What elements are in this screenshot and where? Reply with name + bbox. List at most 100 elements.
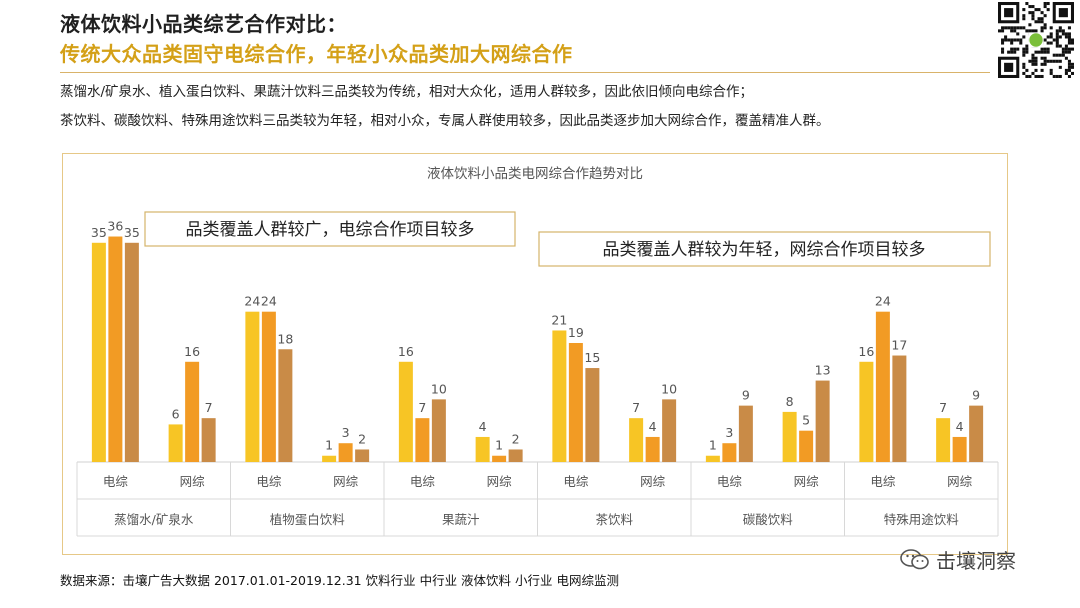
description-line-1: 蒸馏水/矿泉水、植入蛋白饮料、果蔬汁饮料三品类较为传统，相对大众化，适用人群较多… xyxy=(60,84,754,100)
bar-value-label: 16 xyxy=(184,344,200,359)
bar xyxy=(892,355,907,462)
bar xyxy=(662,399,677,462)
bar-value-label: 19 xyxy=(568,325,584,340)
annotation-box-2 xyxy=(538,231,991,267)
bar-value-label: 7 xyxy=(418,400,426,415)
bar-value-label: 4 xyxy=(649,419,657,434)
subcategory-tick-label: 网综 xyxy=(640,474,666,489)
bar-value-label: 3 xyxy=(342,425,350,440)
subcategory-tick-label: 网综 xyxy=(947,474,973,489)
bar-value-label: 21 xyxy=(551,312,567,327)
bar xyxy=(124,242,139,462)
bar xyxy=(859,361,874,462)
bar xyxy=(738,405,753,462)
bar xyxy=(629,418,644,462)
bar xyxy=(782,411,797,462)
subcategory-tick-label: 网综 xyxy=(180,474,206,489)
title-divider xyxy=(60,72,990,73)
bar xyxy=(168,424,183,462)
bar-value-label: 24 xyxy=(875,294,891,309)
bar xyxy=(185,361,200,462)
bar-value-label: 4 xyxy=(956,419,964,434)
subcategory-tick-label: 网综 xyxy=(794,474,820,489)
bar-value-label: 2 xyxy=(358,431,366,446)
chart-title: 液体饮料小品类电网综合作趋势对比 xyxy=(427,166,643,182)
bar-value-label: 7 xyxy=(205,400,213,415)
bar-value-label: 13 xyxy=(815,363,831,378)
bar xyxy=(568,343,583,462)
qr-code-icon xyxy=(998,2,1074,78)
annotation-box-1 xyxy=(144,211,516,247)
subcategory-tick-label: 电综 xyxy=(410,474,436,489)
bar-value-label: 1 xyxy=(495,438,503,453)
bar-value-label: 9 xyxy=(972,388,980,403)
wechat-icon xyxy=(900,548,930,571)
bar-value-label: 18 xyxy=(277,331,293,346)
chart-panel: 液体饮料小品类电网综合作趋势对比 35 36 35 电综 6 16 7 网综 蒸馏水/矿泉水 24 2… xyxy=(62,153,1008,555)
bar-value-label: 3 xyxy=(725,425,733,440)
bar xyxy=(355,449,370,462)
subcategory-tick-label: 电综 xyxy=(563,474,589,489)
bar-value-label: 6 xyxy=(172,406,180,421)
bar xyxy=(585,368,600,462)
bar xyxy=(201,418,216,462)
bar xyxy=(815,380,830,462)
bar xyxy=(552,330,567,462)
bar xyxy=(398,361,413,462)
bar-value-label: 24 xyxy=(261,294,277,309)
brand-signature: 击壤洞察 xyxy=(900,545,1016,574)
bar-value-label: 1 xyxy=(325,438,333,453)
subcategory-tick-label: 网综 xyxy=(333,474,359,489)
bar xyxy=(278,349,293,462)
bar xyxy=(508,449,523,462)
brand-name: 击壤洞察 xyxy=(936,549,1016,573)
bar-value-label: 16 xyxy=(858,344,874,359)
bar xyxy=(492,455,507,462)
bar-value-label: 1 xyxy=(709,438,717,453)
annotation-text-2: 品类覆盖人群较为年轻，网综合作项目较多 xyxy=(603,240,926,260)
category-tick-label: 蒸馏水/矿泉水 xyxy=(114,512,194,527)
bar xyxy=(415,418,430,462)
bar xyxy=(722,443,737,462)
description-line-2: 茶饮料、碳酸饮料、特殊用途饮料三品类较为年轻，相对小众，专属人群使用较多，因此品… xyxy=(60,113,830,129)
bar-value-label: 7 xyxy=(632,400,640,415)
bar xyxy=(799,430,814,462)
bar-value-label: 10 xyxy=(661,381,677,396)
subcategory-tick-label: 电综 xyxy=(870,474,896,489)
bar xyxy=(705,455,720,462)
subcategory-tick-label: 网综 xyxy=(487,474,513,489)
bar xyxy=(91,242,106,462)
bar-value-label: 8 xyxy=(786,394,794,409)
category-tick-label: 碳酸饮料 xyxy=(743,512,794,527)
subcategory-tick-label: 电综 xyxy=(103,474,129,489)
category-tick-label: 植物蛋白饮料 xyxy=(270,512,346,527)
bar-value-label: 36 xyxy=(107,219,123,234)
bar xyxy=(108,236,123,462)
category-tick-label: 茶饮料 xyxy=(595,512,633,527)
bar xyxy=(322,455,337,462)
bar-value-label: 35 xyxy=(91,225,107,240)
bar xyxy=(475,436,490,462)
bar-value-label: 17 xyxy=(891,338,907,353)
bar xyxy=(952,436,967,462)
category-tick-label: 果蔬汁 xyxy=(442,512,480,527)
annotation-text-1: 品类覆盖人群较广，电综合作项目较多 xyxy=(186,220,475,240)
bar-value-label: 10 xyxy=(431,381,447,396)
category-tick-label: 特殊用途饮料 xyxy=(884,512,960,527)
bar xyxy=(338,443,353,462)
bar xyxy=(261,311,276,462)
bar xyxy=(245,311,260,462)
bar-value-label: 35 xyxy=(124,225,140,240)
bar-value-label: 2 xyxy=(512,431,520,446)
page-title: 液体饮料小品类综艺合作对比： xyxy=(60,12,347,36)
bar-value-label: 4 xyxy=(479,419,487,434)
page-subtitle: 传统大众品类固守电综合作，年轻小众品类加大网综合作 xyxy=(60,42,573,66)
data-source: 数据来源：击壤广告大数据 2017.01.01-2019.12.31 饮料行业 … xyxy=(60,573,619,588)
bar-value-label: 24 xyxy=(244,294,260,309)
bar-value-label: 16 xyxy=(398,344,414,359)
bar-value-label: 9 xyxy=(742,388,750,403)
bar xyxy=(645,436,660,462)
bar-value-label: 15 xyxy=(584,350,600,365)
subcategory-tick-label: 电综 xyxy=(256,474,282,489)
